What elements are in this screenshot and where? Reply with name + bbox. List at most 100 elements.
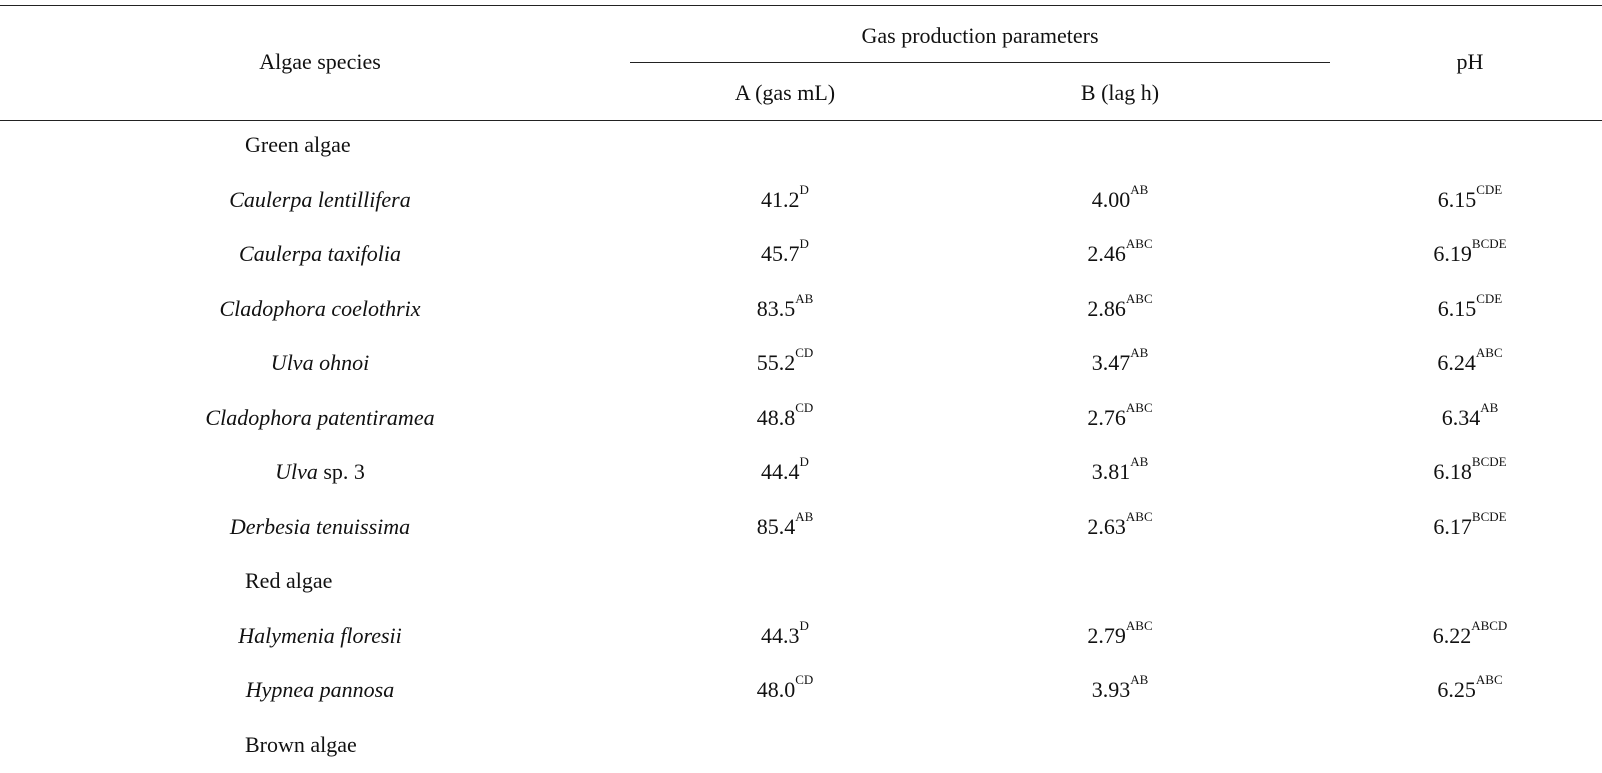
cell-a: 41.2D xyxy=(761,183,809,213)
significance-letters: BCDE xyxy=(1471,236,1507,251)
value: 44.4 xyxy=(761,459,800,484)
species-name: Cladophora patentiramea xyxy=(205,405,434,431)
species-italic: Ulva ohnoi xyxy=(270,350,370,375)
significance-letters: AB xyxy=(795,290,814,306)
cell-b: 3.93AB xyxy=(1091,673,1149,703)
significance-letters: D xyxy=(799,617,809,633)
significance-letters: ABC xyxy=(1475,672,1503,687)
cell-b: 2.86ABC xyxy=(1087,292,1152,322)
header-col-a: A (gas mL) xyxy=(734,80,836,105)
value: 6.15 xyxy=(1437,295,1477,321)
significance-letters: ABC xyxy=(1475,345,1503,360)
value: 2.79 xyxy=(1087,622,1126,648)
significance-letters: ABCD xyxy=(1471,617,1508,633)
cell-a: 45.7D xyxy=(761,237,809,267)
value: 85.4 xyxy=(756,513,796,539)
cell-ph: 6.25ABC xyxy=(1437,673,1502,703)
species-name: Ulva ohnoi xyxy=(271,350,369,376)
cell-ph: 6.18BCDE xyxy=(1433,455,1506,485)
species-italic: Ulva xyxy=(275,459,318,484)
value: 3.93 xyxy=(1091,677,1131,702)
cell-a: 44.3D xyxy=(761,619,809,649)
cell-a: 48.8CD xyxy=(756,401,814,431)
significance-letters: CDE xyxy=(1476,290,1503,306)
top-rule xyxy=(0,5,1602,6)
significance-letters: BCDE xyxy=(1471,454,1507,469)
cell-b: 2.79ABC xyxy=(1087,619,1152,649)
significance-letters: D xyxy=(799,454,809,469)
header-col-b: B (lag h) xyxy=(1080,80,1160,105)
value: 4.00 xyxy=(1091,186,1131,212)
significance-letters: AB xyxy=(1130,454,1149,469)
significance-letters: AB xyxy=(1130,672,1149,687)
species-name: Caulerpa taxifolia xyxy=(239,241,401,267)
species-italic: Cladophora patentiramea xyxy=(205,404,435,430)
significance-letters: CD xyxy=(795,345,814,360)
value: 2.86 xyxy=(1087,295,1126,321)
value: 6.17 xyxy=(1433,513,1472,539)
header-group: Gas production parameters xyxy=(861,23,1099,48)
cell-b: 3.47AB xyxy=(1091,346,1149,376)
species-italic: Cladophora coelothrix xyxy=(219,295,421,321)
value: 6.18 xyxy=(1433,459,1472,484)
significance-letters: ABC xyxy=(1125,236,1153,251)
value: 6.34 xyxy=(1441,404,1481,430)
significance-letters: BCDE xyxy=(1471,508,1507,524)
cell-ph: 6.15CDE xyxy=(1437,292,1503,322)
group-label: Red algae xyxy=(245,568,333,593)
value: 6.19 xyxy=(1433,241,1472,266)
value: 2.63 xyxy=(1087,513,1126,539)
value: 2.46 xyxy=(1087,241,1126,266)
species-italic: Caulerpa taxifolia xyxy=(239,241,401,266)
value: 45.7 xyxy=(761,241,800,266)
cell-a: 44.4D xyxy=(761,455,809,485)
value: 6.15 xyxy=(1437,186,1477,212)
value: 3.47 xyxy=(1091,350,1131,375)
species-name: Caulerpa lentillifera xyxy=(229,187,411,213)
group-label: Brown algae xyxy=(245,731,357,757)
cell-ph: 6.22ABCD xyxy=(1432,619,1508,649)
cell-ph: 6.17BCDE xyxy=(1433,510,1506,540)
cell-b: 2.63ABC xyxy=(1087,510,1152,540)
species-name: Cladophora coelothrix xyxy=(219,296,420,322)
species-name: Ulva sp. 3 xyxy=(275,459,365,485)
significance-letters: ABC xyxy=(1125,617,1153,633)
species-italic: Halymenia floresii xyxy=(238,622,402,648)
species-rest: sp. 3 xyxy=(317,459,365,484)
cell-ph: 6.19BCDE xyxy=(1433,237,1506,267)
cell-a: 83.5AB xyxy=(756,292,814,322)
cell-ph: 6.24ABC xyxy=(1437,346,1502,376)
cell-b: 4.00AB xyxy=(1091,183,1149,213)
species-name: Halymenia floresii xyxy=(238,623,402,649)
group-rule xyxy=(630,62,1330,63)
value: 6.22 xyxy=(1432,622,1472,648)
species-italic: Caulerpa lentillifera xyxy=(229,186,411,212)
significance-letters: CD xyxy=(795,672,814,687)
species-name: Hypnea pannosa xyxy=(246,677,394,703)
significance-letters: AB xyxy=(1480,399,1499,415)
cell-a: 85.4AB xyxy=(756,510,814,540)
cell-a: 55.2CD xyxy=(756,346,814,376)
species-italic: Hypnea pannosa xyxy=(245,677,395,702)
value: 44.3 xyxy=(761,622,800,648)
group-label: Green algae xyxy=(245,132,351,157)
value: 48.8 xyxy=(756,404,796,430)
significance-letters: CD xyxy=(795,399,814,415)
significance-letters: AB xyxy=(795,508,814,524)
value: 55.2 xyxy=(756,350,796,375)
value: 2.76 xyxy=(1087,404,1126,430)
header-rule xyxy=(0,120,1602,121)
significance-letters: D xyxy=(799,236,809,251)
cell-b: 3.81AB xyxy=(1091,455,1149,485)
cell-ph: 6.34AB xyxy=(1441,401,1499,431)
value: 3.81 xyxy=(1091,459,1131,484)
value: 48.0 xyxy=(756,677,796,702)
value: 83.5 xyxy=(756,295,796,321)
significance-letters: CDE xyxy=(1476,181,1503,197)
significance-letters: AB xyxy=(1130,345,1149,360)
cell-ph: 6.15CDE xyxy=(1437,183,1503,213)
value: 41.2 xyxy=(761,186,800,212)
value: 6.24 xyxy=(1437,350,1476,375)
header-species: Algae species xyxy=(259,49,381,74)
species-name: Derbesia tenuissima xyxy=(230,514,410,540)
